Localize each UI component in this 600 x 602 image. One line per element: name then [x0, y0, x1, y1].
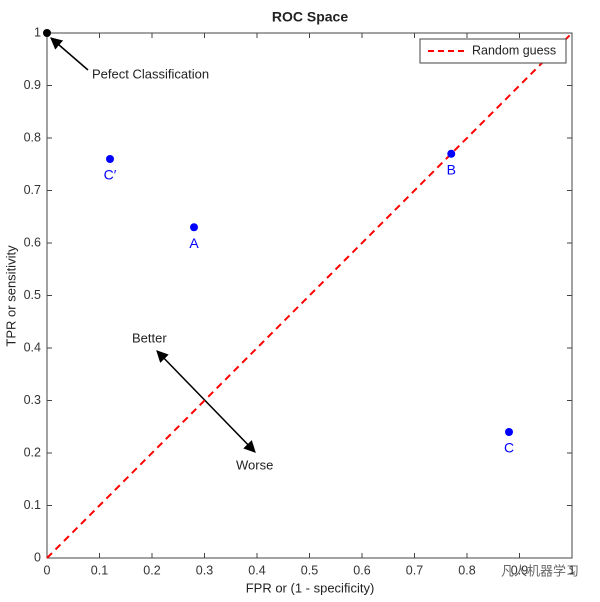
- chart-title: ROC Space: [272, 9, 348, 25]
- y-tick-label: 0.6: [24, 235, 41, 249]
- legend-box: [419, 38, 567, 64]
- y-tick-label: 0.4: [24, 340, 41, 354]
- point-label: A: [189, 235, 199, 251]
- y-tick-label: 0.5: [24, 288, 41, 302]
- x-tick-label: 0.7: [406, 563, 423, 577]
- x-tick-label: 0.8: [458, 563, 475, 577]
- y-tick-label: 0.9: [24, 78, 41, 92]
- y-tick-label: 0.7: [24, 183, 41, 197]
- y-tick-label: 0.3: [24, 393, 41, 407]
- x-tick-label: 0.1: [91, 563, 108, 577]
- x-tick-label: 0.6: [353, 563, 370, 577]
- point: [190, 223, 198, 232]
- x-tick-label: 0.9: [511, 563, 528, 577]
- reference-line: [46, 32, 573, 559]
- y-tick-label: 0: [34, 550, 41, 564]
- x-tick-label: 1: [569, 563, 576, 577]
- point: [106, 155, 114, 163]
- perfect-point: [43, 29, 51, 37]
- x-tick-label: 0.2: [143, 563, 160, 577]
- annotation-arrow: [50, 37, 89, 71]
- y-tick-label: 0.1: [24, 498, 41, 512]
- point-label: B: [447, 161, 456, 177]
- point: [447, 149, 456, 158]
- x-axis-label: FPR or (1 - specificity): [246, 580, 375, 595]
- annotation: Worse: [236, 457, 273, 472]
- point: [505, 428, 513, 436]
- annotation: Pefect Classification: [92, 66, 209, 81]
- point-label: C: [504, 440, 514, 456]
- x-tick-label: 0.3: [196, 563, 213, 577]
- point-label: C′: [104, 167, 117, 183]
- annotation: Better: [132, 330, 167, 345]
- y-axis-label: TPR or sensitivity: [3, 245, 18, 347]
- x-tick-label: 0.4: [248, 563, 265, 577]
- x-tick-label: 0.5: [301, 563, 318, 577]
- watermark: 凡人机器学习: [501, 563, 579, 578]
- x-tick-label: 0: [44, 563, 51, 577]
- annotation-arrow: [156, 350, 256, 453]
- legend-label: Random guess: [472, 43, 556, 57]
- y-tick-label: 0.8: [24, 130, 41, 144]
- y-tick-label: 1: [34, 25, 41, 39]
- y-tick-label: 0.2: [24, 445, 41, 459]
